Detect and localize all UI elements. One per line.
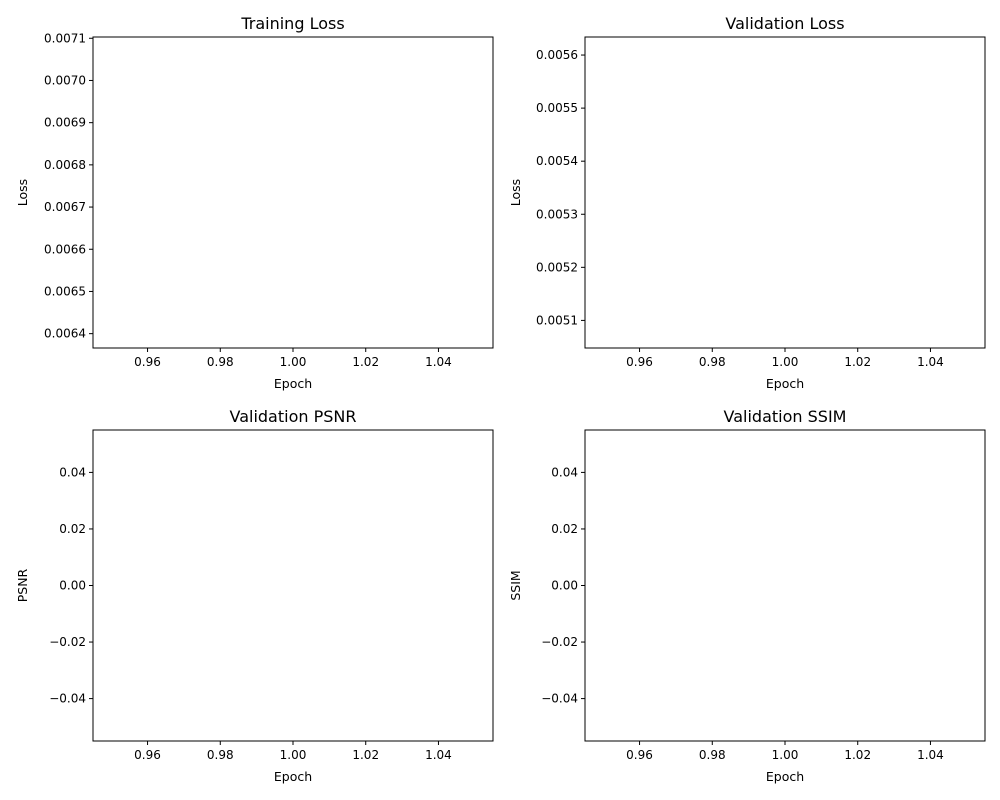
validation-psnr-xtick-label: 1.04 bbox=[425, 748, 452, 762]
validation-psnr-ytick-label: −0.02 bbox=[49, 635, 86, 649]
training-loss-ylabel: Loss bbox=[15, 179, 30, 206]
training-loss-xtick-label: 0.98 bbox=[207, 355, 234, 369]
validation-psnr-ylabel: PSNR bbox=[15, 568, 30, 602]
validation-psnr-xtick-label: 1.00 bbox=[280, 748, 307, 762]
validation-ssim-ytick-label: 0.00 bbox=[551, 579, 578, 593]
validation-ssim-xtick-label: 0.98 bbox=[699, 748, 726, 762]
validation-loss-xtick-label: 0.96 bbox=[626, 355, 653, 369]
training-loss-xtick-label: 1.02 bbox=[352, 355, 379, 369]
validation-psnr-xlabel: Epoch bbox=[274, 769, 312, 784]
training-loss-title: Training Loss bbox=[240, 14, 344, 33]
training-loss-ytick-label: 0.0065 bbox=[44, 284, 86, 298]
validation-psnr-xtick-label: 0.96 bbox=[134, 748, 161, 762]
validation-ssim-title: Validation SSIM bbox=[724, 407, 847, 426]
validation-loss-ytick-label: 0.0053 bbox=[536, 207, 578, 221]
validation-loss-xtick-label: 1.04 bbox=[917, 355, 944, 369]
training-loss-xlabel: Epoch bbox=[274, 376, 312, 391]
training-loss-ytick-label: 0.0071 bbox=[44, 31, 86, 45]
validation-loss-ytick-label: 0.0052 bbox=[536, 260, 578, 274]
training-loss-ytick-label: 0.0064 bbox=[44, 327, 86, 341]
training-loss-xtick-label: 0.96 bbox=[134, 355, 161, 369]
validation-ssim-ytick-label: −0.02 bbox=[541, 635, 578, 649]
training-loss-ytick-label: 0.0068 bbox=[44, 158, 86, 172]
validation-psnr-ytick-label: 0.00 bbox=[59, 579, 86, 593]
validation-loss-xtick-label: 1.02 bbox=[844, 355, 871, 369]
validation-loss-ytick-label: 0.0056 bbox=[536, 48, 578, 62]
validation-psnr-ytick-label: 0.04 bbox=[59, 465, 86, 479]
validation-ssim-xtick-label: 0.96 bbox=[626, 748, 653, 762]
training-loss-ytick-label: 0.0069 bbox=[44, 116, 86, 130]
validation-loss-ytick-label: 0.0054 bbox=[536, 154, 578, 168]
validation-psnr-xtick-label: 0.98 bbox=[207, 748, 234, 762]
validation-ssim-ytick-label: 0.02 bbox=[551, 522, 578, 536]
validation-ssim-xtick-label: 1.02 bbox=[844, 748, 871, 762]
training-loss-ytick-label: 0.0070 bbox=[44, 73, 86, 87]
validation-ssim-xtick-label: 1.04 bbox=[917, 748, 944, 762]
validation-ssim-xtick-label: 1.00 bbox=[772, 748, 799, 762]
training-loss-xtick-label: 1.00 bbox=[280, 355, 307, 369]
validation-ssim-xlabel: Epoch bbox=[766, 769, 804, 784]
training-loss-xtick-label: 1.04 bbox=[425, 355, 452, 369]
validation-ssim-ytick-label: −0.04 bbox=[541, 692, 578, 706]
validation-psnr-ytick-label: −0.04 bbox=[49, 692, 86, 706]
validation-loss-ytick-label: 0.0055 bbox=[536, 101, 578, 115]
validation-loss-ytick-label: 0.0051 bbox=[536, 313, 578, 327]
validation-loss-xtick-label: 1.00 bbox=[772, 355, 799, 369]
validation-loss-title: Validation Loss bbox=[725, 14, 844, 33]
training-loss-ytick-label: 0.0066 bbox=[44, 242, 86, 256]
validation-loss-xtick-label: 0.98 bbox=[699, 355, 726, 369]
validation-psnr-ytick-label: 0.02 bbox=[59, 522, 86, 536]
validation-psnr-xtick-label: 1.02 bbox=[352, 748, 379, 762]
validation-loss-xlabel: Epoch bbox=[766, 376, 804, 391]
validation-ssim-ytick-label: 0.04 bbox=[551, 465, 578, 479]
validation-loss-ylabel: Loss bbox=[508, 179, 523, 206]
validation-psnr-title: Validation PSNR bbox=[230, 407, 357, 426]
validation-ssim-ylabel: SSIM bbox=[508, 570, 523, 600]
training-loss-ytick-label: 0.0067 bbox=[44, 200, 86, 214]
